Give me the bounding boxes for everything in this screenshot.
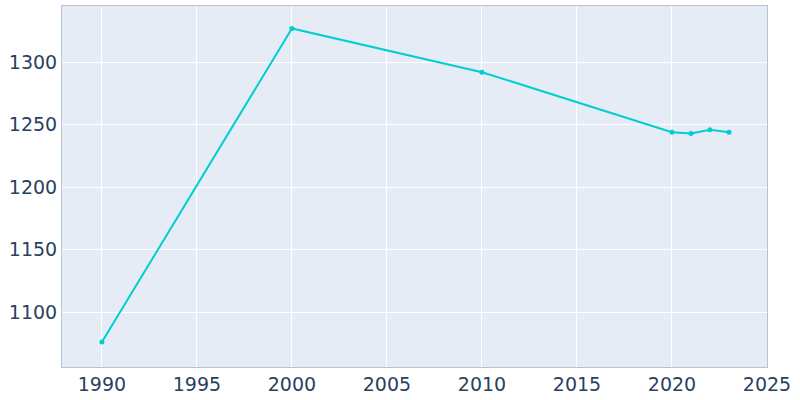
svg-text:2005: 2005 <box>363 373 411 395</box>
svg-text:1250: 1250 <box>9 113 57 135</box>
svg-text:2015: 2015 <box>553 373 601 395</box>
svg-text:1200: 1200 <box>9 176 57 198</box>
svg-text:1995: 1995 <box>173 373 221 395</box>
svg-text:2025: 2025 <box>743 373 791 395</box>
svg-text:1300: 1300 <box>9 51 57 73</box>
svg-text:2020: 2020 <box>648 373 696 395</box>
svg-text:1100: 1100 <box>9 301 57 323</box>
svg-text:2000: 2000 <box>268 373 316 395</box>
svg-text:1990: 1990 <box>78 373 126 395</box>
svg-text:2010: 2010 <box>458 373 506 395</box>
svg-text:1150: 1150 <box>9 238 57 260</box>
